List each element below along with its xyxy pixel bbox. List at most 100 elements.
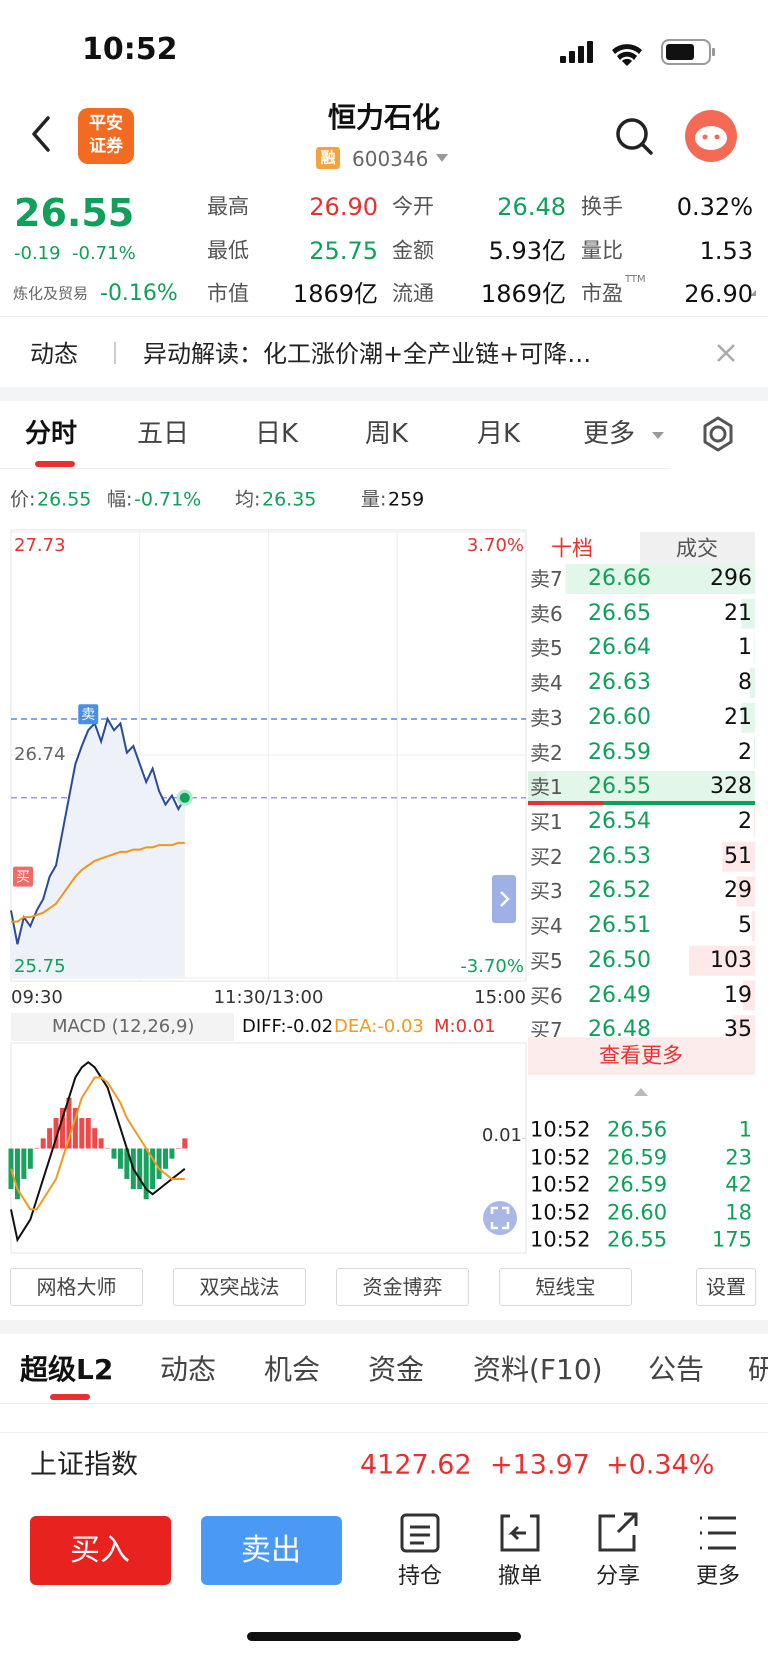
book-tab[interactable]: 十档 [551,536,593,561]
settings-icon[interactable] [703,416,733,452]
next-icon[interactable] [492,875,516,923]
x-tick-label: 11:30/13:00 [213,987,324,1008]
news-text[interactable]: 异动解读：化工涨价潮+全产业链+可降… [143,340,592,368]
collapse-icon[interactable] [634,1088,648,1096]
section-tab[interactable]: 超级L2 [20,1353,114,1386]
action-label[interactable]: 持仓 [397,1564,443,1589]
trade-marker-text: 卖 [81,707,95,723]
buy-label[interactable]: 买入 [70,1533,130,1568]
separator [114,342,116,364]
book-price: 26.48 [588,1017,651,1043]
dropdown-icon[interactable] [436,154,448,162]
action-label[interactable]: 撤单 [497,1564,543,1589]
tool-button[interactable] [10,1268,143,1306]
dropdown-icon[interactable] [652,432,664,439]
chart-frame [10,1042,527,1254]
y2-tick-label: -3.70% [460,956,524,977]
period-tab[interactable]: 日K [255,419,299,449]
y2-tick-label: 3.70% [466,535,524,556]
split-line [603,801,755,805]
trade-price: 26.60 [607,1200,668,1225]
x-tick-label: 09:30 [11,987,63,1008]
more-icon[interactable] [700,1516,736,1550]
macd-bar [72,1107,78,1149]
book-volume: 2 [738,809,752,834]
logo-text: 平安 [89,113,123,134]
divider [0,316,768,317]
book-tab[interactable]: 成交 [676,536,718,561]
macd-bar [92,1128,98,1149]
volume-bar [741,702,755,733]
avatar[interactable] [685,110,737,162]
more-button[interactable] [528,1037,755,1075]
book-label: 买2 [530,844,563,869]
macd-bar [47,1128,53,1149]
period-tab[interactable]: 分时 [25,419,78,449]
period-tab[interactable]: 五日 [137,419,190,449]
macd-bar [169,1148,175,1159]
stat-value: 1869亿 [480,280,566,308]
trade-price: 26.59 [607,1172,668,1197]
volume-bar [722,841,755,872]
section-tab[interactable]: 资金 [368,1353,425,1386]
macd-bar [117,1148,123,1169]
book-label: 买4 [530,914,563,939]
book-volume: 328 [710,774,752,800]
period-tab[interactable]: 周K [365,419,409,449]
sell-button[interactable] [201,1516,342,1585]
section-tab[interactable]: 资料(F10) [473,1353,603,1386]
section-tab[interactable]: 机会 [264,1353,321,1386]
tool-label[interactable]: 资金博弈 [362,1275,443,1299]
tool-label[interactable]: 网格大师 [36,1275,117,1299]
section-tab[interactable]: 动态 [160,1353,217,1386]
macd-bar [156,1148,162,1179]
book-volume: 35 [724,1017,752,1043]
action-label[interactable]: 更多 [695,1564,741,1589]
macd-bar [98,1138,104,1149]
search-icon[interactable] [616,118,653,155]
book-price: 26.65 [588,600,651,626]
period-tab[interactable]: 更多 [583,419,636,449]
section-tab[interactable]: 公告 [648,1353,705,1386]
tab-indicator [50,1394,90,1400]
macd-legend: M:0.01 [434,1016,496,1037]
tool-button[interactable] [173,1268,306,1306]
book-volume: 19 [724,982,752,1008]
action-label[interactable]: 分享 [595,1564,641,1589]
position-icon[interactable] [400,1513,440,1553]
period-tab[interactable]: 月K [477,419,521,449]
book-volume: 296 [710,566,752,591]
macd-bar [111,1148,117,1159]
book-label: 卖6 [530,601,563,626]
volume-bar [742,980,755,1011]
tool-button[interactable] [499,1268,632,1306]
back-icon[interactable] [32,116,50,152]
sell-label[interactable]: 卖出 [241,1533,301,1568]
book-label: 卖3 [530,705,563,730]
tool-label[interactable]: 设置 [706,1275,746,1299]
stat-value: 1.53 [699,237,753,265]
more-text[interactable]: 查看更多 [599,1043,683,1068]
macd-bar [150,1148,156,1190]
book-price: 26.66 [588,566,651,591]
tool-button[interactable] [696,1268,756,1306]
tool-button[interactable] [336,1268,469,1306]
section-tab[interactable]: 研 [748,1353,768,1386]
cancel-icon[interactable] [500,1514,540,1552]
y-tick-label: 27.73 [14,535,66,556]
stat-label: 最低 [207,238,249,263]
trade-marker [13,866,33,887]
info-label: 量: [361,488,387,511]
trade-marker [78,704,99,725]
index-name[interactable]: 上证指数 [30,1449,138,1481]
stock-code: 600346 [352,147,429,171]
buy-button[interactable] [30,1516,171,1585]
expand-icon[interactable] [483,1201,517,1235]
close-icon[interactable] [717,344,735,362]
tool-label[interactable]: 双突战法 [199,1275,280,1299]
book-label: 卖5 [530,636,563,661]
book-label: 买7 [530,1018,563,1043]
book-label: 买3 [530,879,563,904]
share-icon[interactable] [598,1512,638,1552]
tool-label[interactable]: 短线宝 [535,1275,596,1299]
